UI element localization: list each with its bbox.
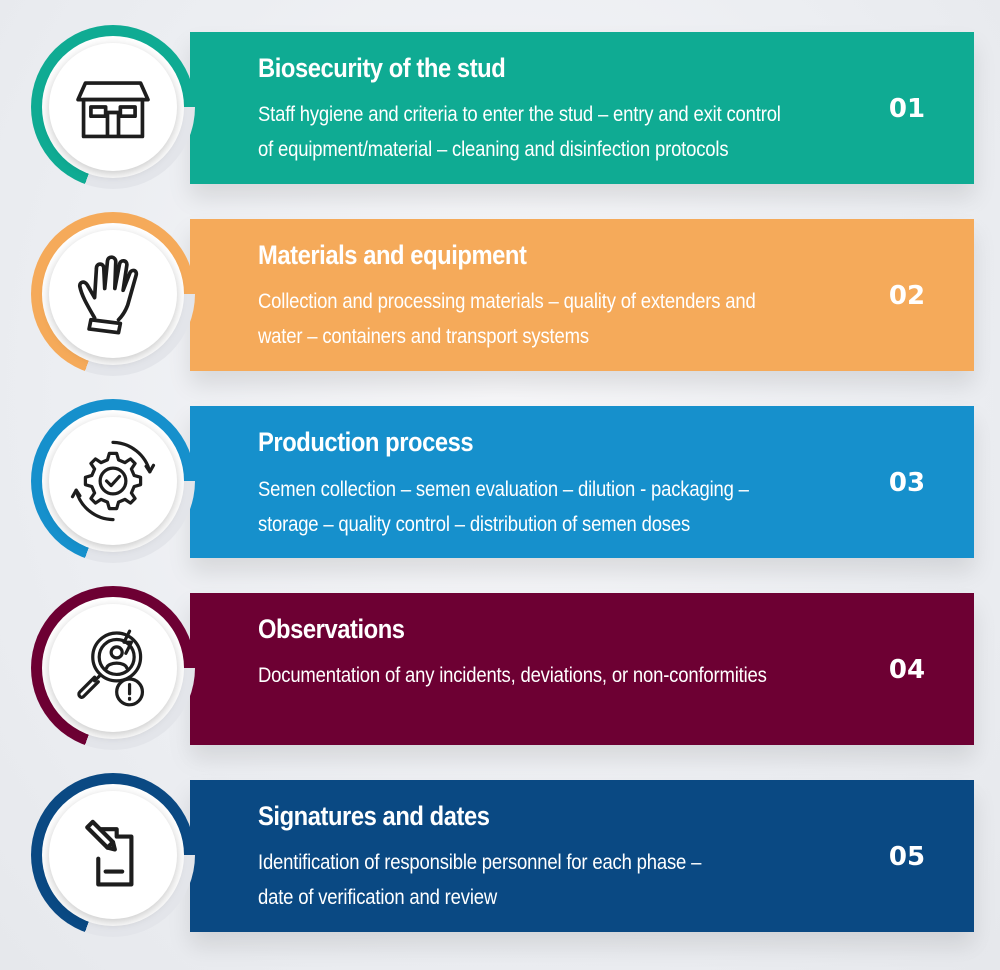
step-description: Documentation of any incidents, deviatio… [258, 664, 767, 687]
step-3: Production process Semen collection – se… [0, 374, 1000, 564]
step-description: Collection and processing materials – qu… [258, 290, 756, 348]
step-number: 04 [888, 655, 926, 685]
step-title: Materials and equipment [258, 240, 527, 270]
step-card [190, 219, 974, 371]
step-description: Staff hygiene and criteria to enter the … [258, 103, 781, 161]
step-4: Observations Documentation of any incide… [0, 561, 1000, 751]
icon-badge [49, 43, 177, 171]
icon-badge [49, 230, 177, 358]
house-icon [76, 81, 150, 139]
glove-icon [77, 255, 139, 335]
step-card [190, 406, 974, 558]
step-number: 03 [888, 468, 926, 498]
step-1: Biosecurity of the stud Staff hygiene an… [0, 0, 1000, 190]
step-title: Observations [258, 614, 405, 644]
step-card [190, 32, 974, 184]
step-title: Production process [258, 427, 474, 457]
step-number: 02 [888, 281, 926, 311]
step-number: 01 [888, 94, 926, 124]
icon-badge [49, 791, 177, 919]
sign-document-icon [85, 819, 134, 887]
step-card [190, 593, 974, 745]
icon-badge [49, 417, 177, 545]
step-2: Materials and equipment Collection and p… [0, 187, 1000, 377]
icon-badge [49, 604, 177, 732]
step-title: Signatures and dates [258, 801, 490, 831]
search-alert-icon [77, 629, 145, 707]
step-title: Biosecurity of the stud [258, 53, 506, 83]
step-description: Identification of responsible personnel … [258, 851, 702, 909]
step-5: Signatures and dates Identification of r… [0, 748, 1000, 938]
step-number: 05 [888, 842, 926, 872]
step-description: Semen collection – semen evaluation – di… [258, 478, 749, 536]
gear-check-icon [70, 440, 156, 522]
step-card [190, 780, 974, 932]
